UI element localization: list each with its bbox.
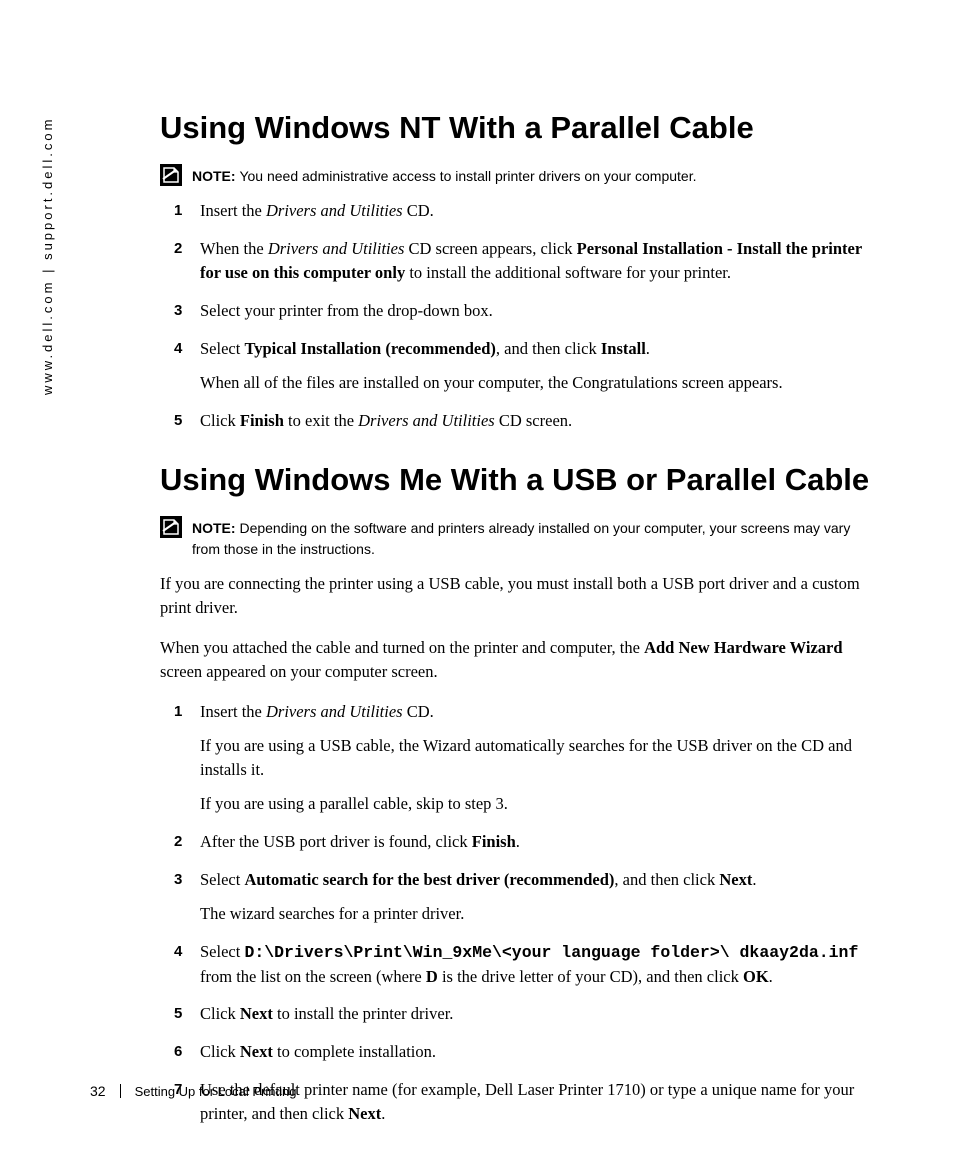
- t: After the USB port driver is found, clic…: [200, 832, 472, 851]
- t: CD screen.: [495, 411, 572, 430]
- footer-divider: [120, 1084, 121, 1098]
- t: D:\Drivers\Print\Win_9xMe\<your language…: [244, 943, 858, 962]
- step-me-1-sub2: If you are using a parallel cable, skip …: [200, 792, 880, 816]
- t: screen appeared on your computer screen.: [160, 662, 438, 681]
- step-nt-5: Click Finish to exit the Drivers and Uti…: [160, 409, 880, 433]
- step-me-3-sub: The wizard searches for a printer driver…: [200, 902, 880, 926]
- step-me-1-sub1: If you are using a USB cable, the Wizard…: [200, 734, 880, 782]
- t: .: [752, 870, 756, 889]
- t: Add New Hardware Wizard: [644, 638, 842, 657]
- t: .: [516, 832, 520, 851]
- t: Typical Installation (recommended): [244, 339, 495, 358]
- footer-section-title: Setting Up for Local Printing: [135, 1084, 297, 1099]
- t: Click: [200, 1004, 240, 1023]
- t: CD.: [403, 201, 434, 220]
- step-nt-1: Insert the Drivers and Utilities CD.: [160, 199, 880, 223]
- steps-nt: Insert the Drivers and Utilities CD. Whe…: [160, 199, 880, 432]
- t: OK: [743, 967, 769, 986]
- t: Click: [200, 411, 240, 430]
- t: Drivers and Utilities: [266, 702, 403, 721]
- note-icon: [160, 164, 182, 186]
- section-me: Using Windows Me With a USB or Parallel …: [160, 462, 880, 1126]
- t: Click: [200, 1042, 240, 1061]
- step-nt-3: Select your printer from the drop-down b…: [160, 299, 880, 323]
- page-footer: 32 Setting Up for Local Printing: [90, 1083, 296, 1099]
- note-label: NOTE:: [192, 520, 239, 536]
- t: to install the printer driver.: [273, 1004, 454, 1023]
- note-body: You need administrative access to instal…: [239, 168, 696, 184]
- step-me-6: Click Next to complete installation.: [160, 1040, 880, 1064]
- t: to install the additional software for y…: [405, 263, 731, 282]
- heading-nt: Using Windows NT With a Parallel Cable: [160, 110, 880, 146]
- t: When the: [200, 239, 268, 258]
- note-icon: [160, 516, 182, 538]
- t: .: [769, 967, 773, 986]
- steps-me: Insert the Drivers and Utilities CD. If …: [160, 700, 880, 1126]
- t: Select: [200, 870, 244, 889]
- t: Finish: [240, 411, 284, 430]
- t: Next: [719, 870, 752, 889]
- heading-me: Using Windows Me With a USB or Parallel …: [160, 462, 880, 498]
- t: is the drive letter of your CD), and the…: [438, 967, 743, 986]
- note-text-2: NOTE: Depending on the software and prin…: [192, 516, 880, 560]
- t: Drivers and Utilities: [358, 411, 495, 430]
- note-block-2: NOTE: Depending on the software and prin…: [160, 516, 880, 560]
- t: When you attached the cable and turned o…: [160, 638, 644, 657]
- t: CD.: [403, 702, 434, 721]
- step-me-1: Insert the Drivers and Utilities CD. If …: [160, 700, 880, 816]
- t: , and then click: [614, 870, 719, 889]
- note-label: NOTE:: [192, 168, 239, 184]
- step-nt-4-sub: When all of the files are installed on y…: [200, 371, 880, 395]
- t: CD screen appears, click: [404, 239, 576, 258]
- step-nt-2: When the Drivers and Utilities CD screen…: [160, 237, 880, 285]
- step-nt-4: Select Typical Installation (recommended…: [160, 337, 880, 395]
- t: to complete installation.: [273, 1042, 436, 1061]
- t: Next: [240, 1004, 273, 1023]
- step-me-4: Select D:\Drivers\Print\Win_9xMe\<your l…: [160, 940, 880, 989]
- sidebar-url: www.dell.com | support.dell.com: [40, 117, 55, 395]
- t: D: [426, 967, 438, 986]
- t: from the list on the screen (where: [200, 967, 426, 986]
- step-me-5: Click Next to install the printer driver…: [160, 1002, 880, 1026]
- t: Drivers and Utilities: [266, 201, 403, 220]
- note-text-1: NOTE: You need administrative access to …: [192, 164, 697, 187]
- t: , and then click: [496, 339, 601, 358]
- page-number: 32: [90, 1083, 106, 1099]
- para-usb-intro: If you are connecting the printer using …: [160, 572, 880, 620]
- t: Select: [200, 942, 244, 961]
- t: Select: [200, 339, 244, 358]
- t: .: [646, 339, 650, 358]
- t: Drivers and Utilities: [268, 239, 405, 258]
- t: Finish: [472, 832, 516, 851]
- t: Insert the: [200, 702, 266, 721]
- note-block-1: NOTE: You need administrative access to …: [160, 164, 880, 187]
- t: Automatic search for the best driver (re…: [244, 870, 614, 889]
- t: Next: [240, 1042, 273, 1061]
- t: Install: [601, 339, 646, 358]
- note-body: Depending on the software and printers a…: [192, 520, 850, 557]
- t: Insert the: [200, 201, 266, 220]
- t: .: [381, 1104, 385, 1123]
- step-me-3: Select Automatic search for the best dri…: [160, 868, 880, 926]
- t: to exit the: [284, 411, 358, 430]
- para-wizard: When you attached the cable and turned o…: [160, 636, 880, 684]
- t: Use the default printer name (for exampl…: [200, 1080, 854, 1123]
- t: Next: [348, 1104, 381, 1123]
- step-me-2: After the USB port driver is found, clic…: [160, 830, 880, 854]
- page-content: Using Windows NT With a Parallel Cable N…: [160, 110, 880, 1152]
